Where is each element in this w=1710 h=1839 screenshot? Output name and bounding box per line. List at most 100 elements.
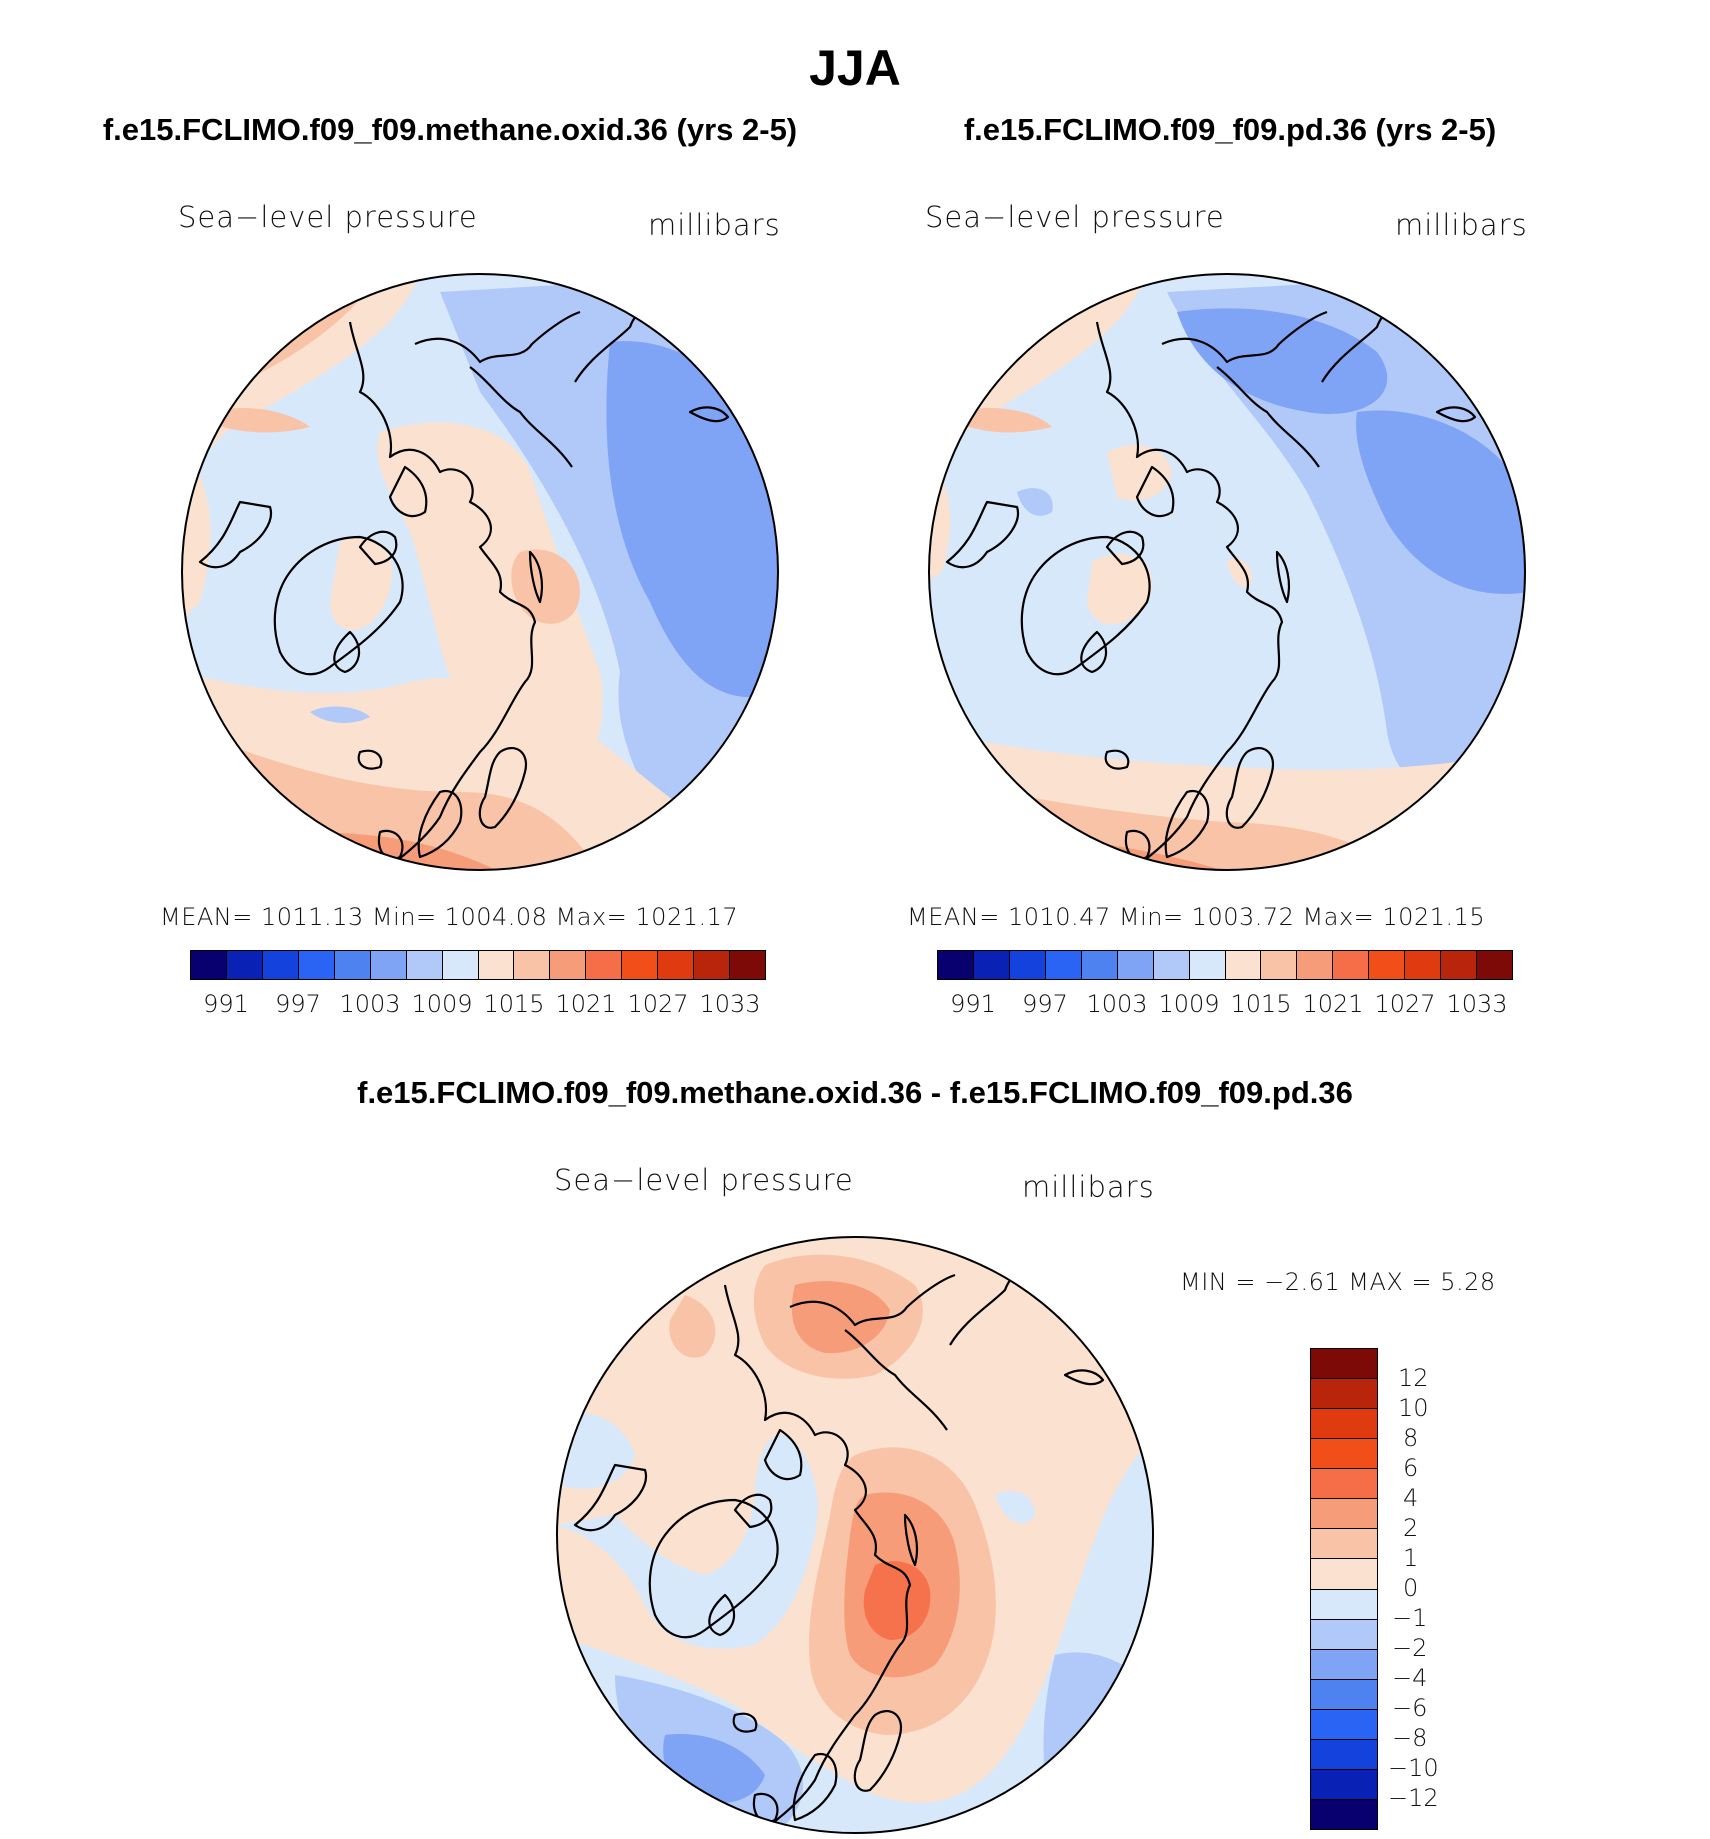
difference-polar-map xyxy=(556,1236,1154,1834)
colorbar-swatch xyxy=(1311,1379,1377,1410)
colorbar-tick: 1027 xyxy=(627,990,689,1018)
colorbar-tick: 1033 xyxy=(1446,990,1508,1018)
colorbar-tick: 991 xyxy=(203,990,249,1018)
colorbar-swatch xyxy=(1153,951,1190,979)
colorbar-swatch xyxy=(298,951,335,979)
colorbar-tick: 1003 xyxy=(1086,990,1148,1018)
colorbar-swatch xyxy=(1311,1529,1377,1560)
colorbar-swatch xyxy=(1117,951,1154,979)
panel-1-colorbar-ticks: 991 997 1003 1009 1015 1021 1027 1033 xyxy=(190,990,766,1020)
colorbar-swatch xyxy=(1261,951,1298,979)
colorbar-tick: 12 xyxy=(1398,1364,1429,1392)
colorbar-swatch xyxy=(622,951,659,979)
difference-colorbar-ticks: 12 10 8 6 4 2 1 0 −1 −2 −4 −6 −8 −10 −12 xyxy=(1388,1348,1508,1830)
colorbar-swatch xyxy=(406,951,443,979)
colorbar-tick: 997 xyxy=(275,990,321,1018)
colorbar-tick: 991 xyxy=(950,990,996,1018)
colorbar-swatch xyxy=(730,951,765,979)
colorbar-tick: 2 xyxy=(1403,1514,1419,1542)
panel-2-stats: MEAN= 1010.47 Min= 1003.72 Max= 1021.15 xyxy=(907,903,1486,931)
colorbar-swatch xyxy=(1311,1619,1377,1650)
panel-2-title: f.e15.FCLIMO.f09_f09.pd.36 (yrs 2-5) xyxy=(963,112,1497,147)
colorbar-tick: 1021 xyxy=(1302,990,1364,1018)
colorbar-swatch xyxy=(1311,1799,1377,1829)
colorbar-tick: −12 xyxy=(1388,1784,1439,1812)
colorbar-tick: −8 xyxy=(1392,1724,1428,1752)
colorbar-tick: 1021 xyxy=(555,990,617,1018)
colorbar-swatch xyxy=(1311,1439,1377,1470)
season-title: JJA xyxy=(809,40,901,96)
colorbar-swatch xyxy=(1311,1409,1377,1440)
colorbar-tick: 1033 xyxy=(699,990,761,1018)
colorbar-tick: 1027 xyxy=(1374,990,1436,1018)
panel-1-stats: MEAN= 1011.13 Min= 1004.08 Max= 1021.17 xyxy=(160,903,739,931)
colorbar-tick: 4 xyxy=(1403,1484,1419,1512)
colorbar-tick: 1009 xyxy=(411,990,473,1018)
panel-1-polar-map xyxy=(181,273,779,871)
colorbar-tick: 8 xyxy=(1403,1424,1419,1452)
colorbar-tick: 6 xyxy=(1403,1454,1419,1482)
panel-1-colorbar xyxy=(190,950,766,980)
colorbar-swatch xyxy=(1311,1559,1377,1590)
panel-1-units-label: millibars xyxy=(648,208,781,242)
panel-2-variable-label: Sea−level pressure xyxy=(925,200,1225,234)
colorbar-swatch xyxy=(1311,1499,1377,1530)
colorbar-swatch xyxy=(1405,951,1442,979)
colorbar-tick: 997 xyxy=(1022,990,1068,1018)
colorbar-tick: −1 xyxy=(1392,1604,1428,1632)
colorbar-swatch xyxy=(191,951,227,979)
colorbar-swatch xyxy=(1311,1349,1377,1380)
colorbar-swatch xyxy=(973,951,1010,979)
panel-2-units-label: millibars xyxy=(1395,208,1528,242)
colorbar-swatch xyxy=(938,951,974,979)
colorbar-tick: −6 xyxy=(1392,1694,1428,1722)
colorbar-tick: 1009 xyxy=(1158,990,1220,1018)
colorbar-swatch xyxy=(586,951,623,979)
colorbar-swatch xyxy=(1477,951,1512,979)
colorbar-swatch xyxy=(1009,951,1046,979)
colorbar-swatch xyxy=(1369,951,1406,979)
colorbar-swatch xyxy=(226,951,263,979)
colorbar-swatch xyxy=(442,951,479,979)
colorbar-tick: 1015 xyxy=(483,990,545,1018)
colorbar-swatch xyxy=(550,951,587,979)
colorbar-tick: 1003 xyxy=(339,990,401,1018)
colorbar-swatch xyxy=(478,951,515,979)
difference-variable-label: Sea−level pressure xyxy=(554,1163,854,1197)
colorbar-swatch xyxy=(1311,1649,1377,1680)
panel-1-variable-label: Sea−level pressure xyxy=(178,200,478,234)
difference-units-label: millibars xyxy=(1022,1170,1155,1204)
difference-colorbar xyxy=(1310,1348,1378,1830)
colorbar-swatch xyxy=(1311,1739,1377,1770)
colorbar-swatch xyxy=(334,951,371,979)
panel-2-colorbar-ticks: 991 997 1003 1009 1015 1021 1027 1033 xyxy=(937,990,1513,1020)
colorbar-tick: 10 xyxy=(1398,1394,1429,1422)
difference-title: f.e15.FCLIMO.f09_f09.methane.oxid.36 - f… xyxy=(357,1075,1353,1110)
colorbar-tick: −2 xyxy=(1392,1634,1428,1662)
panel-2-polar-map xyxy=(928,273,1526,871)
colorbar-tick: 1015 xyxy=(1230,990,1292,1018)
colorbar-swatch xyxy=(262,951,299,979)
colorbar-tick: −10 xyxy=(1388,1754,1439,1782)
colorbar-swatch xyxy=(1297,951,1334,979)
colorbar-swatch xyxy=(1045,951,1082,979)
colorbar-swatch xyxy=(1311,1709,1377,1740)
colorbar-swatch xyxy=(514,951,551,979)
colorbar-swatch xyxy=(1311,1679,1377,1710)
colorbar-swatch xyxy=(1311,1589,1377,1620)
colorbar-swatch xyxy=(1311,1469,1377,1500)
colorbar-tick: −4 xyxy=(1392,1664,1428,1692)
difference-stats: MIN = −2.61 MAX = 5.28 xyxy=(1180,1268,1496,1296)
colorbar-swatch xyxy=(694,951,731,979)
colorbar-tick: 0 xyxy=(1403,1574,1419,1602)
colorbar-swatch xyxy=(658,951,695,979)
colorbar-swatch xyxy=(1189,951,1226,979)
colorbar-swatch xyxy=(1225,951,1262,979)
colorbar-swatch xyxy=(370,951,407,979)
panel-2-colorbar xyxy=(937,950,1513,980)
colorbar-tick: 1 xyxy=(1403,1544,1419,1572)
panel-1-title: f.e15.FCLIMO.f09_f09.methane.oxid.36 (yr… xyxy=(102,112,798,147)
colorbar-swatch xyxy=(1311,1769,1377,1800)
colorbar-swatch xyxy=(1081,951,1118,979)
colorbar-swatch xyxy=(1441,951,1478,979)
